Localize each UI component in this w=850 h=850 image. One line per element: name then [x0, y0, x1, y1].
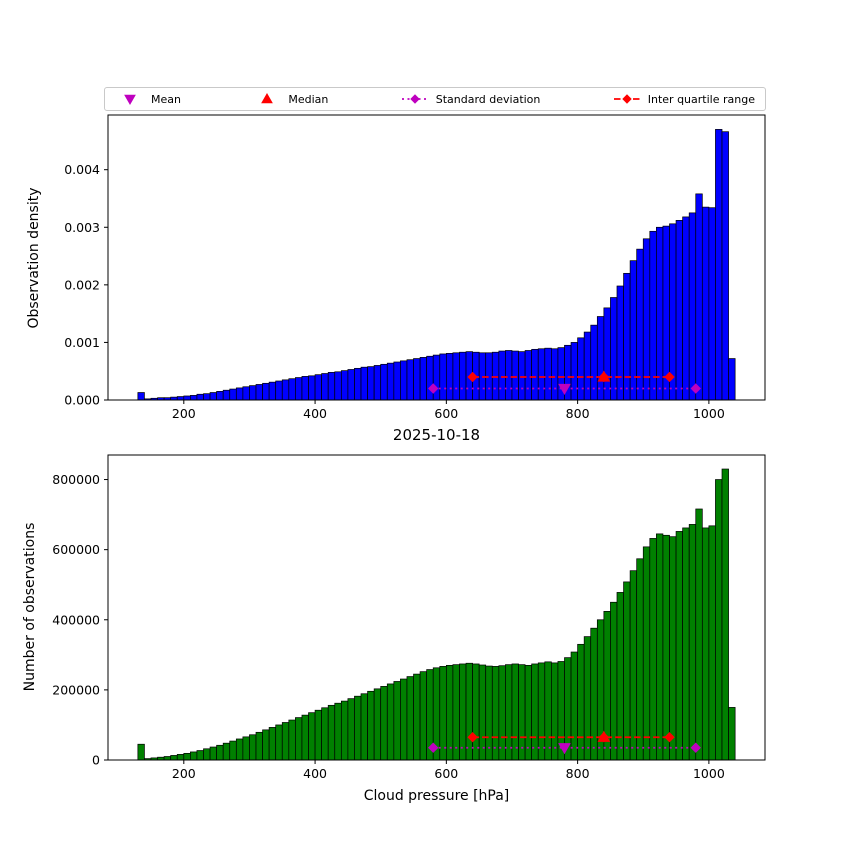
svg-text:800: 800	[566, 766, 590, 781]
svg-text:600: 600	[434, 766, 458, 781]
svg-text:0.002: 0.002	[64, 277, 100, 292]
density-chart-svg: 200 400 600 800 1000 0.000 0.001 0.002 0.003 0.00…	[64, 114, 766, 421]
legend: Mean Median Standard deviation Inter qua…	[104, 87, 766, 111]
legend-item-mean: Mean	[115, 92, 181, 106]
svg-text:800: 800	[566, 406, 590, 421]
legend-item-std: Standard deviation	[400, 92, 541, 106]
svg-text:0.001: 0.001	[64, 335, 100, 350]
legend-item-iqr: Inter quartile range	[612, 92, 755, 106]
std-marker-icon	[400, 92, 430, 106]
svg-text:1000: 1000	[693, 406, 725, 421]
svg-text:400: 400	[303, 406, 327, 421]
mean-marker-icon	[115, 92, 145, 106]
svg-text:200: 200	[172, 406, 196, 421]
legend-label-median: Median	[288, 92, 329, 106]
legend-label-mean: Mean	[151, 92, 181, 106]
svg-text:200: 200	[172, 766, 196, 781]
svg-text:600000: 600000	[52, 542, 100, 557]
svg-text:800000: 800000	[52, 472, 100, 487]
svg-text:600: 600	[434, 406, 458, 421]
x-axis-label: Cloud pressure [hPa]	[363, 788, 510, 804]
svg-text:0: 0	[92, 753, 100, 768]
legend-label-std: Standard deviation	[435, 92, 541, 106]
svg-text:0.004: 0.004	[64, 162, 100, 177]
svg-text:0.000: 0.000	[64, 393, 100, 408]
svg-text:400000: 400000	[52, 612, 100, 627]
svg-text:1000: 1000	[693, 766, 725, 781]
legend-label-iqr: Inter quartile range	[647, 92, 755, 106]
iqr-marker-icon	[612, 92, 642, 106]
svg-text:0.003: 0.003	[64, 220, 100, 235]
legend-item-median: Median	[252, 92, 328, 106]
date-title: 2025-10-18	[392, 426, 481, 444]
svg-text:200000: 200000	[52, 682, 100, 697]
svg-text:400: 400	[303, 766, 327, 781]
median-marker-icon	[252, 92, 282, 106]
count-chart-svg: 200 400 600 800 1000 0 200000 400000 600000 80000…	[52, 454, 766, 781]
